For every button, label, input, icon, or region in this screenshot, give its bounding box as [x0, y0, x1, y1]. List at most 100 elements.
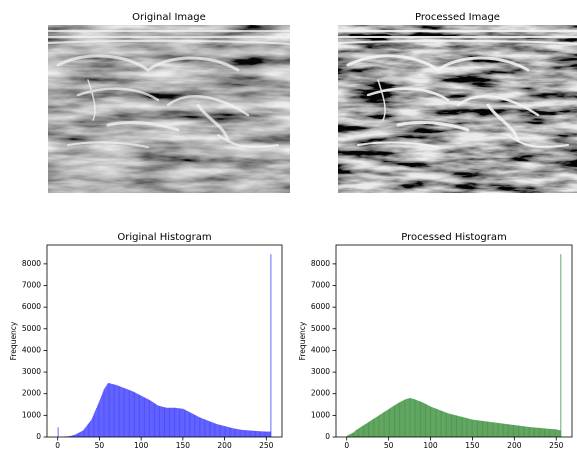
- histogram-bar: [369, 422, 370, 437]
- histogram-bar: [114, 384, 115, 437]
- histogram-bar: [425, 404, 426, 437]
- histogram-bar: [231, 428, 232, 437]
- histogram-bar: [149, 400, 150, 437]
- histogram-bar: [412, 399, 413, 437]
- histogram-bar: [449, 414, 450, 437]
- histogram-bar: [214, 423, 215, 437]
- histogram-bar: [548, 429, 549, 437]
- histogram-bar: [546, 429, 547, 437]
- histogram-bar: [363, 426, 364, 437]
- y-tick-label: 2000: [311, 389, 330, 398]
- histogram-bar: [467, 418, 468, 437]
- histogram-bar: [245, 430, 246, 437]
- histogram-bar: [559, 430, 560, 437]
- histogram-bar: [405, 400, 406, 437]
- histogram-bar: [402, 401, 403, 437]
- figure: Original ImageProcessed Image05010015020…: [0, 0, 577, 449]
- histogram-bar: [462, 417, 463, 437]
- histogram-bar: [520, 426, 521, 437]
- histogram-bar: [475, 420, 476, 437]
- histogram-bar: [196, 416, 197, 437]
- histogram-bar: [544, 428, 545, 437]
- histogram-bar: [255, 431, 256, 437]
- histogram-bar: [244, 430, 245, 437]
- histogram-bar: [80, 432, 81, 437]
- histogram-bar: [491, 422, 492, 437]
- histogram-bar: [438, 410, 439, 437]
- x-tick-label: 250: [259, 441, 274, 449]
- histogram-bar: [241, 430, 242, 437]
- histogram-bar: [265, 432, 266, 437]
- histogram-bar: [260, 431, 261, 437]
- histogram-bar: [488, 422, 489, 437]
- histogram-bar: [180, 409, 181, 437]
- histogram-bar: [139, 395, 140, 437]
- histogram-bar: [257, 431, 258, 437]
- histogram-bar: [540, 428, 541, 437]
- histogram-bar: [186, 411, 187, 437]
- histogram-bar: [192, 414, 193, 437]
- histogram-bar: [247, 430, 248, 437]
- histogram-bar: [235, 429, 236, 437]
- y-axis-label: Frequency: [9, 321, 18, 360]
- histogram-bar: [207, 420, 208, 437]
- histogram-bar: [521, 426, 522, 437]
- chart-title: Original Histogram: [117, 232, 211, 243]
- histogram-bar: [426, 404, 427, 437]
- histogram-bar: [92, 418, 93, 437]
- y-tick-label: 7000: [311, 281, 330, 290]
- histogram-bar: [539, 428, 540, 437]
- histogram-bar: [175, 408, 176, 437]
- histogram-bar: [534, 427, 535, 437]
- y-tick-label: 8000: [311, 259, 330, 268]
- histogram-bar: [558, 430, 559, 437]
- histogram-bar: [519, 426, 520, 437]
- histogram-bar: [160, 406, 161, 437]
- histogram-bar: [143, 397, 144, 437]
- histogram-bar: [195, 415, 196, 437]
- histogram-bar: [464, 418, 465, 437]
- histogram-bar: [489, 422, 490, 437]
- histogram-bar: [513, 425, 514, 437]
- histogram-bar: [391, 407, 392, 437]
- histogram-bar: [432, 407, 433, 437]
- histogram-bar: [550, 429, 551, 437]
- histogram-bar: [423, 403, 424, 437]
- histogram-bar: [482, 421, 483, 437]
- histogram-bar: [457, 416, 458, 437]
- histogram-bar: [190, 413, 191, 437]
- histogram-bar: [132, 391, 133, 437]
- histogram-bar: [488, 422, 489, 437]
- histogram-bar: [392, 407, 393, 437]
- histogram-bar: [156, 405, 157, 437]
- histogram-bar: [220, 425, 221, 437]
- histogram-bar: [518, 426, 519, 437]
- histogram-bar: [436, 409, 437, 437]
- histogram-bar: [141, 396, 142, 437]
- histogram-bar: [249, 430, 250, 437]
- histogram-bar: [541, 428, 542, 437]
- histogram-bar: [379, 415, 380, 437]
- histogram-bar: [128, 390, 129, 437]
- histogram-bar: [534, 428, 535, 437]
- histogram-bar: [365, 424, 366, 437]
- histogram-bar: [119, 386, 120, 437]
- y-tick-label: 6000: [22, 302, 41, 311]
- histogram-bar: [381, 414, 382, 437]
- histogram-bar: [109, 383, 110, 437]
- histogram-bar: [122, 387, 123, 437]
- histogram-bar: [256, 431, 257, 437]
- histogram-bar: [154, 403, 155, 437]
- histogram-bar: [243, 430, 244, 437]
- histogram-bar: [205, 420, 206, 437]
- histogram-bar: [354, 431, 355, 437]
- histogram-bar: [375, 418, 376, 437]
- histogram-bar: [352, 433, 353, 437]
- histogram-bar: [473, 420, 474, 437]
- histogram-bar: [420, 402, 421, 437]
- histogram-bar: [503, 424, 504, 437]
- histogram-bar: [198, 417, 199, 437]
- histogram-bar: [93, 416, 94, 437]
- y-tick-label: 3000: [311, 367, 330, 376]
- histogram-bar: [104, 388, 105, 437]
